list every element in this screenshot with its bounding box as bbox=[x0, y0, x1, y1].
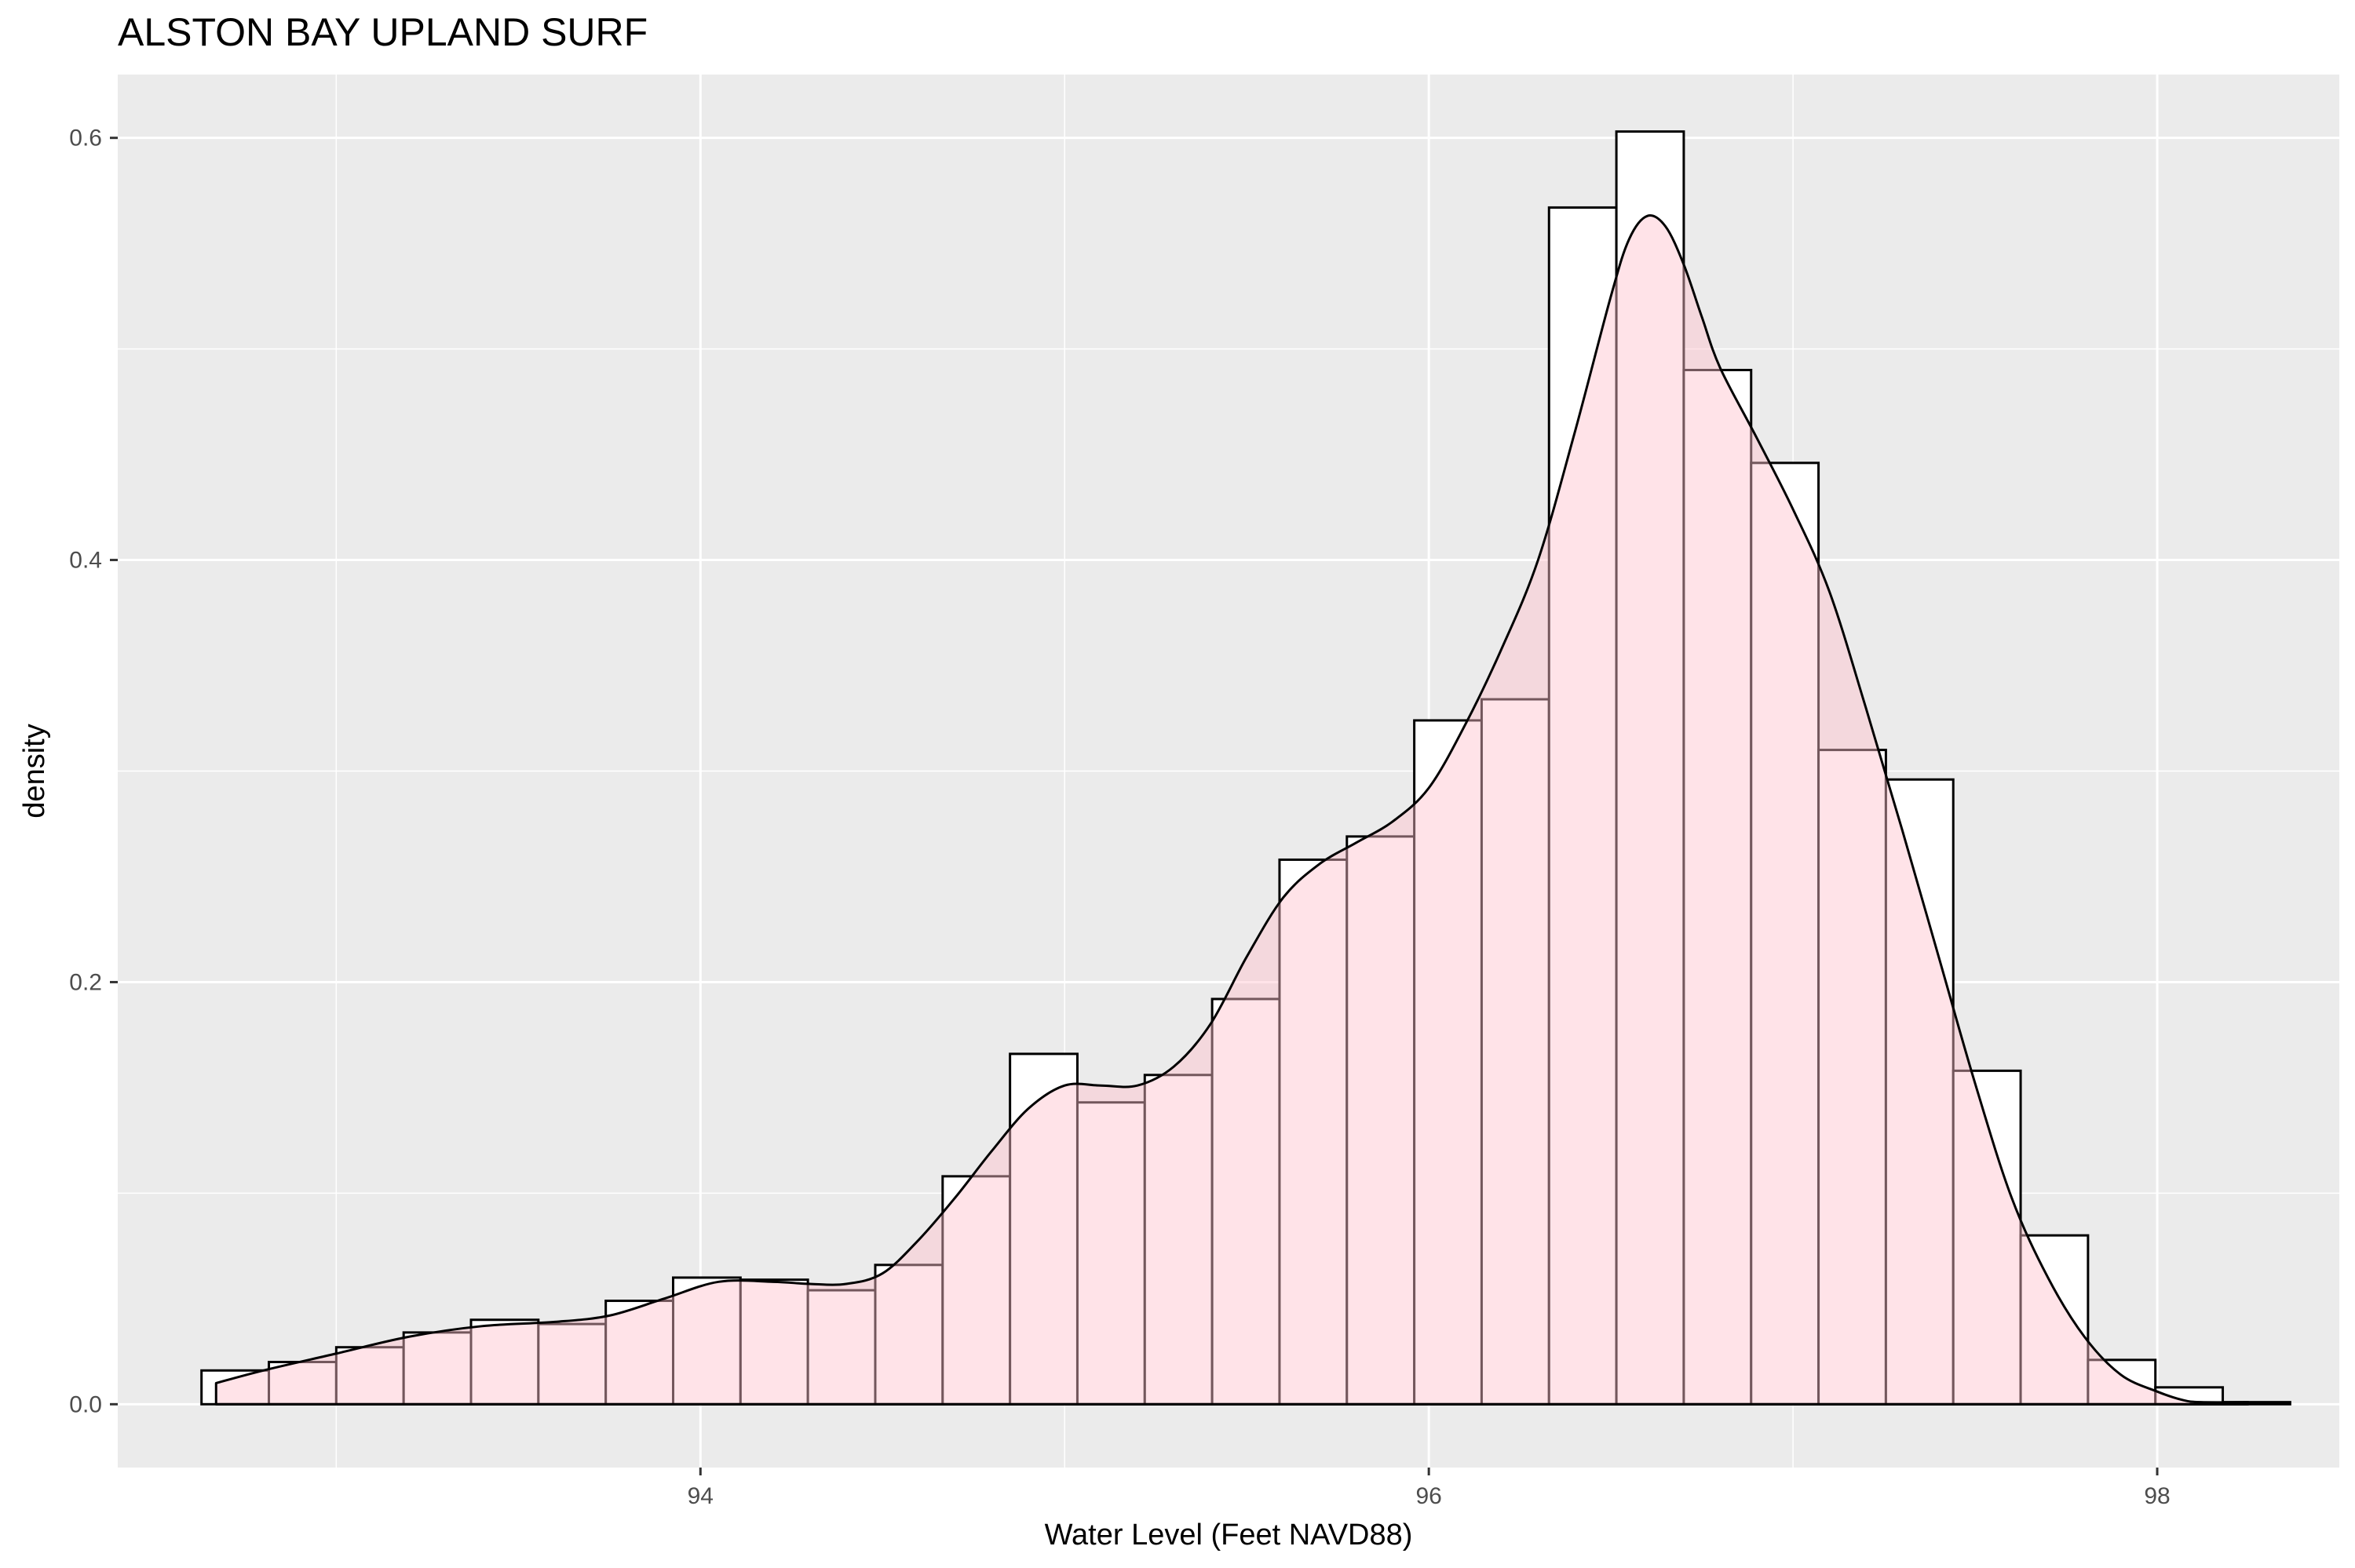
histogram-bar bbox=[1817, 749, 1887, 1406]
histogram-bar bbox=[469, 1318, 540, 1406]
histogram-bars bbox=[200, 130, 2291, 1406]
histogram-bar bbox=[268, 1361, 338, 1406]
y-tick-label: 0.6 bbox=[69, 126, 102, 151]
histogram-bar bbox=[2019, 1234, 2090, 1406]
y-tick-label: 0.4 bbox=[69, 548, 102, 574]
histogram-bar bbox=[1682, 369, 1753, 1406]
x-tick-label: 96 bbox=[1415, 1483, 1441, 1509]
x-tick-label: 94 bbox=[688, 1483, 714, 1509]
y-tick-label: 0.2 bbox=[69, 969, 102, 995]
histogram-bar bbox=[1480, 698, 1550, 1406]
x-axis-title: Water Level (Feet NAVD88) bbox=[1045, 1519, 1413, 1552]
histogram-bar bbox=[806, 1289, 877, 1406]
histogram-bar bbox=[604, 1300, 674, 1406]
histogram-bar bbox=[2087, 1358, 2157, 1406]
chart-title: ALSTON BAY UPLAND SURF bbox=[118, 10, 648, 54]
x-tick-label: 98 bbox=[2144, 1483, 2170, 1509]
histogram-bar bbox=[1345, 835, 1416, 1406]
y-tick-label: 0.0 bbox=[69, 1391, 102, 1417]
y-axis-title: density bbox=[18, 724, 51, 818]
histogram-bar bbox=[334, 1346, 405, 1406]
x-axis: 94 96 98 bbox=[688, 1468, 2171, 1509]
y-axis: 0.0 0.2 0.4 0.6 bbox=[69, 126, 118, 1417]
histogram-bar bbox=[874, 1264, 944, 1406]
histogram-bar bbox=[402, 1331, 473, 1406]
density-area bbox=[214, 214, 2250, 1406]
histogram-bar bbox=[1143, 1074, 1214, 1406]
histogram-bar bbox=[1750, 461, 1820, 1406]
histogram-bar bbox=[739, 1278, 809, 1406]
histogram-bar bbox=[1075, 1101, 1146, 1406]
